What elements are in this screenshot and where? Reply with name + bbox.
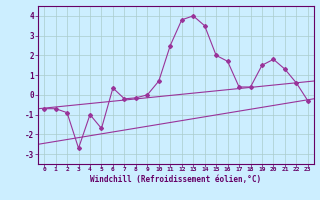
X-axis label: Windchill (Refroidissement éolien,°C): Windchill (Refroidissement éolien,°C)	[91, 175, 261, 184]
